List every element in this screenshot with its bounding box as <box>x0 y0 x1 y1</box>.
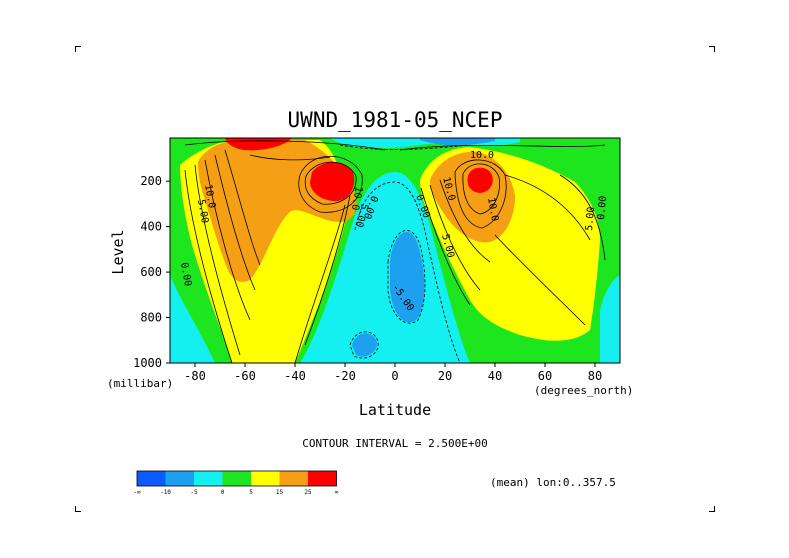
contour-line <box>298 155 363 213</box>
x-tick-label: -40 <box>284 369 306 383</box>
contour-interval-text: CONTOUR INTERVAL = 2.500E+00 <box>302 437 487 450</box>
colorbar-label: -∞ <box>133 489 141 496</box>
x-unit-label: (degrees_north) <box>534 384 633 397</box>
colorbar-swatch <box>137 471 166 486</box>
contour-label: 10.0 <box>470 150 494 161</box>
crop-mark-bottom-right <box>709 506 715 512</box>
contour-line <box>304 161 357 205</box>
region-jet-core-south <box>310 161 355 202</box>
x-tick-label: 0 <box>391 369 398 383</box>
x-tick-label: 40 <box>488 369 502 383</box>
contour-line <box>454 159 507 229</box>
contour-line <box>420 187 471 306</box>
x-tick-label: -80 <box>184 369 206 383</box>
y-tick-label: 400 <box>140 220 162 234</box>
crop-mark-top-left <box>75 46 81 52</box>
contour-label: 0.00 <box>178 262 193 288</box>
contour-line <box>559 174 606 261</box>
region-easterly-core-low <box>352 333 378 357</box>
contour-line <box>462 163 500 215</box>
colorbar-swatch <box>308 471 337 486</box>
contour-line <box>304 194 351 346</box>
contour-line <box>429 184 481 291</box>
crop-mark-top-right <box>709 46 715 52</box>
region-jet-core-north <box>467 167 493 193</box>
x-tick-label: -60 <box>234 369 256 383</box>
contour-line <box>184 140 386 151</box>
chart-title: UWND_1981-05_NCEP <box>288 108 503 132</box>
y-axis: 200 400 600 800 1000 <box>133 174 170 370</box>
colorbar-swatch <box>279 471 308 486</box>
contour-line <box>249 154 331 161</box>
y-axis-title: Level <box>109 229 127 274</box>
colorbar-swatch <box>251 471 280 486</box>
x-tick-label: 20 <box>438 369 452 383</box>
y-tick-label: 800 <box>140 311 162 325</box>
colorbar-label: 15 <box>276 489 284 496</box>
colorbar-label: 25 <box>304 489 312 496</box>
colorbar-label: -10 <box>160 489 171 496</box>
contour-line-negative <box>387 230 426 324</box>
colorbar-label: 5 <box>249 489 253 496</box>
contour-line <box>214 154 256 291</box>
contour-label: 10.0 <box>349 185 364 211</box>
plot-area: 10.0 5.00 0.00 10.0 5.00 0.00 -5.00 10.0… <box>170 138 620 363</box>
contour-line-negative <box>339 144 471 150</box>
region-easterly-core <box>390 231 425 323</box>
contour-label: 0.00 <box>596 195 609 220</box>
mean-text: (mean) lon:0..357.5 <box>490 476 616 489</box>
contour-label: 5.00 <box>195 199 210 225</box>
contour-line <box>504 174 591 241</box>
contour-line <box>399 144 606 151</box>
region-easterly-tropics <box>300 172 470 363</box>
y-unit-label: (millibar) <box>107 377 173 390</box>
contour-line <box>294 204 346 363</box>
y-tick-label: 200 <box>140 174 162 188</box>
colorbar-swatch <box>165 471 194 486</box>
colorbar: -∞ -10 -5 0 5 15 25 ∞ <box>133 470 339 496</box>
region-easterly-sw <box>170 275 215 363</box>
contour-label: 10.0 <box>202 184 217 210</box>
contour-label: 10.0 <box>485 197 500 223</box>
y-tick-label: 600 <box>140 265 162 279</box>
x-tick-label: -20 <box>334 369 356 383</box>
region-easterly-se <box>600 275 620 363</box>
contour-line <box>439 179 491 263</box>
colorbar-label: 0 <box>221 489 225 496</box>
colorbar-frame <box>136 470 337 487</box>
colorbar-swatch <box>194 471 223 486</box>
x-axis: -80 -60 -40 -20 0 20 40 60 80 <box>184 363 602 383</box>
contour-line <box>184 169 233 363</box>
x-tick-label: 60 <box>538 369 552 383</box>
contour-line-negative <box>349 331 379 359</box>
contour-line <box>194 164 241 356</box>
contour-line <box>204 159 251 321</box>
crop-mark-bottom-left <box>75 506 81 512</box>
x-axis-title: Latitude <box>359 401 431 419</box>
y-tick-label: 1000 <box>133 356 162 370</box>
colorbar-swatch <box>222 471 251 486</box>
contour-line <box>224 149 261 266</box>
contour-line <box>494 234 586 326</box>
colorbar-label: ∞ <box>335 489 339 496</box>
region-easterly-core-top <box>420 138 495 146</box>
contour-line-negative <box>354 181 461 363</box>
x-tick-label: 80 <box>588 369 602 383</box>
colorbar-label: -5 <box>190 489 198 496</box>
contour-label: 5.00 <box>584 206 597 231</box>
